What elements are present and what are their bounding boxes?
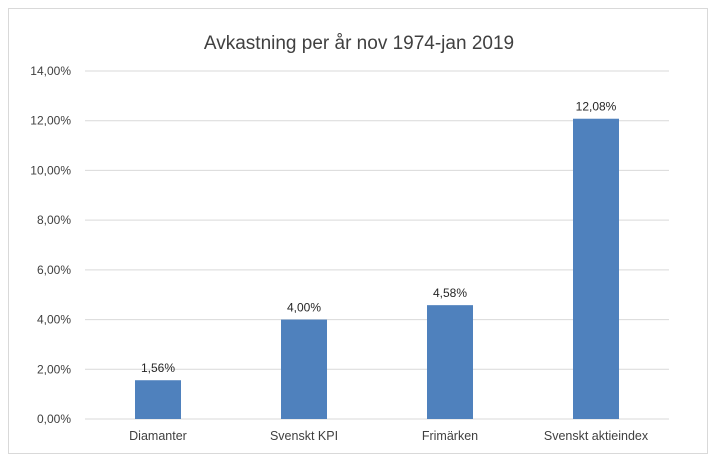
bar (573, 118, 619, 420)
y-tick-label: 8,00% (37, 213, 71, 227)
bar (281, 319, 327, 419)
y-tick-label: 2,00% (37, 362, 71, 376)
bar-chart: Avkastning per år nov 1974-jan 2019 0,00… (30, 33, 669, 443)
y-tick-label: 4,00% (37, 313, 71, 327)
chart-frame: Avkastning per år nov 1974-jan 2019 0,00… (8, 8, 708, 454)
x-axis-category-labels: Diamanter Svenskt KPI Frimärken Svenskt akt… (129, 429, 649, 443)
bar (135, 380, 181, 419)
bar (427, 305, 473, 419)
bar-value-label: 1,56% (141, 361, 175, 375)
x-category-label: Svenskt KPI (270, 429, 338, 443)
x-category-label: Svenskt aktieindex (544, 429, 649, 443)
x-category-label: Diamanter (129, 429, 187, 443)
y-tick-label: 0,00% (37, 412, 71, 426)
bars (135, 118, 619, 420)
y-axis-tick-labels: 0,00% 2,00% 4,00% 6,00% 8,00% 10,00% 12,00% 14,… (30, 64, 71, 426)
gridlines (85, 70, 669, 420)
y-tick-label: 12,00% (30, 114, 71, 128)
bar-value-label: 4,58% (433, 286, 467, 300)
x-category-label: Frimärken (422, 429, 478, 443)
chart-title: Avkastning per år nov 1974-jan 2019 (204, 33, 514, 54)
bar-value-label: 12,08% (576, 100, 617, 114)
y-tick-label: 14,00% (30, 64, 71, 78)
y-tick-label: 10,00% (30, 163, 71, 177)
data-labels: 1,56% 4,00% 4,58% 12,08% (141, 100, 617, 375)
y-tick-label: 6,00% (37, 263, 71, 277)
bar-value-label: 4,00% (287, 301, 321, 315)
